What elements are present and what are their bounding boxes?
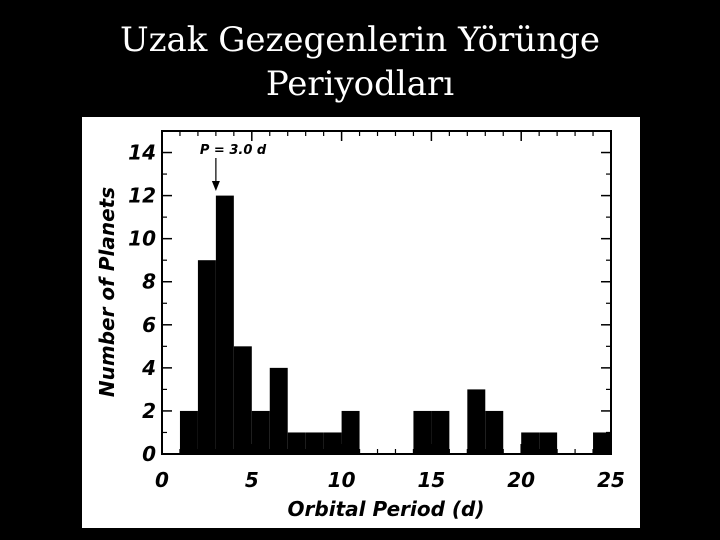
histogram-bar-4 — [251, 410, 270, 454]
histogram-bar-1 — [197, 260, 216, 454]
histogram-bar-13 — [485, 410, 504, 454]
period-annotation: P = 3.0 d — [200, 143, 267, 191]
y-tick-label: 8 — [142, 270, 156, 294]
bars-group — [179, 195, 611, 454]
histogram-bar-15 — [539, 432, 558, 454]
histogram-chart: 0 2 4 6 8 10 12 14 0 5 10 15 20 25 P = 3.0 d Orbital… — [95, 130, 625, 521]
histogram-bar-9 — [341, 410, 360, 454]
y-tick-label: 12 — [128, 184, 156, 208]
x-tick-label: 15 — [417, 468, 445, 492]
x-axis-title: Orbital Period (d) — [288, 497, 485, 521]
y-tick-label: 14 — [128, 141, 156, 165]
slide-title: Uzak Gezegenlerin Yörünge Periyodları — [0, 18, 720, 106]
y-tick-label: 2 — [142, 399, 156, 423]
x-tick-label: 25 — [597, 468, 625, 492]
histogram-bar-0 — [179, 410, 198, 454]
title-line-2: Periyodları — [265, 64, 455, 104]
histogram-bar-2 — [215, 195, 234, 454]
x-tick-label: 20 — [507, 468, 535, 492]
y-axis-title: Number of Planets — [95, 187, 119, 397]
y-tick-label: 6 — [142, 313, 156, 337]
annotation-arrow-head — [211, 181, 220, 191]
histogram-bar-12 — [467, 389, 486, 454]
x-tick-label: 5 — [245, 468, 259, 492]
annotation-text: P = 3.0 d — [200, 143, 267, 158]
histogram-bar-10 — [413, 410, 432, 454]
chart-panel: 0 2 4 6 8 10 12 14 0 5 10 15 20 25 P = 3.0 d Orbital… — [82, 117, 640, 528]
histogram-bar-3 — [233, 346, 252, 454]
x-tick-label: 0 — [155, 468, 169, 492]
histogram-bar-7 — [305, 432, 324, 454]
histogram-bar-5 — [269, 367, 288, 454]
histogram-bar-8 — [323, 432, 342, 454]
x-tick-labels: 0 5 10 15 20 25 — [155, 468, 625, 492]
plot-frame — [161, 130, 612, 455]
histogram-bar-6 — [287, 432, 306, 454]
y-tick-label: 10 — [128, 227, 156, 251]
histogram-bar-11 — [431, 410, 450, 454]
histogram-bar-16 — [593, 432, 611, 454]
histogram-bar-14 — [521, 432, 540, 454]
y-tick-label: 4 — [141, 356, 156, 380]
title-line-1: Uzak Gezegenlerin Yörünge — [119, 20, 601, 60]
tick-marks — [161, 131, 612, 455]
y-tick-labels: 0 2 4 6 8 10 12 14 — [128, 141, 156, 466]
y-tick-label: 0 — [142, 442, 156, 466]
x-tick-label: 10 — [328, 468, 356, 492]
